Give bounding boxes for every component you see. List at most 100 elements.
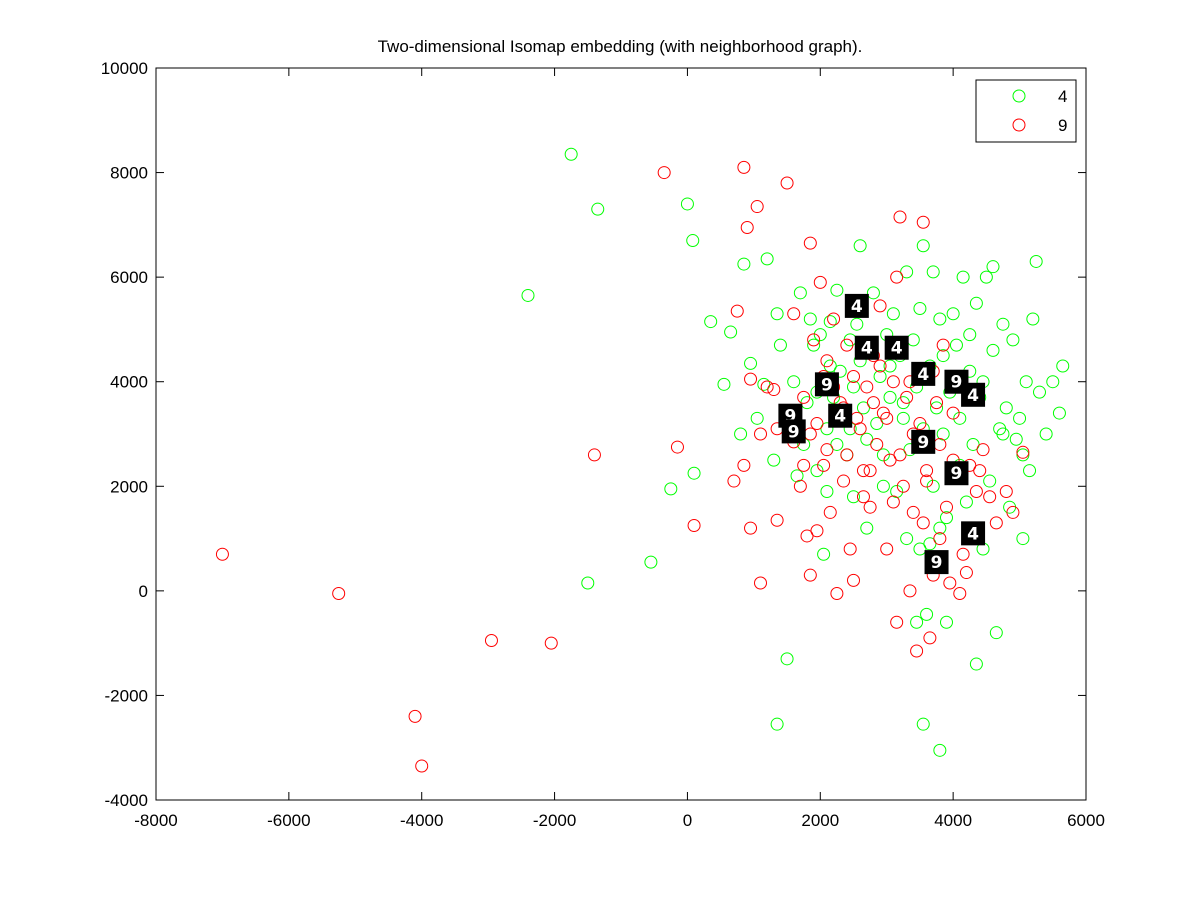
data-point-4 <box>870 417 884 431</box>
data-point-9 <box>886 375 900 389</box>
data-point-4 <box>810 464 824 478</box>
data-point-9 <box>587 448 601 462</box>
data-point-9 <box>813 275 827 289</box>
data-point-4 <box>936 349 950 363</box>
data-point-4 <box>933 312 947 326</box>
data-point-9 <box>837 474 851 488</box>
data-point-4 <box>724 325 738 339</box>
thumbnail-background <box>781 419 806 444</box>
axes-box <box>155 67 1087 801</box>
data-point-9 <box>737 458 751 472</box>
legend-marker-series-9 <box>1012 118 1026 132</box>
data-point-9 <box>880 411 894 425</box>
data-point-4 <box>591 202 605 216</box>
x-tick-label: -8000 <box>134 811 177 830</box>
data-point-9 <box>920 474 934 488</box>
thumbnail-digit: 4 <box>834 407 846 427</box>
thumbnail-background <box>814 372 839 397</box>
data-point-4 <box>896 411 910 425</box>
data-point-9 <box>840 338 854 352</box>
data-point-9 <box>956 547 970 561</box>
thumbnail-background <box>961 521 986 546</box>
data-point-9 <box>830 586 844 600</box>
x-tick-label: 6000 <box>1067 811 1105 830</box>
data-point-9 <box>807 333 821 347</box>
thumbnail-background <box>961 382 986 407</box>
data-point-9 <box>856 464 870 478</box>
digit-thumbnail: 4 <box>828 403 853 428</box>
data-point-9 <box>760 380 774 394</box>
data-point-4 <box>850 317 864 331</box>
data-point-4 <box>820 422 834 436</box>
data-point-4 <box>900 265 914 279</box>
x-axis: -8000 -6000 -4000 -2000 0 2000 4000 6000 <box>134 68 1105 830</box>
thumbnail-digit: 9 <box>917 433 929 453</box>
data-point-9 <box>754 427 767 441</box>
y-tick-label: 4000 <box>110 373 148 392</box>
legend: 4 9 <box>975 79 1077 143</box>
data-point-4 <box>793 286 807 300</box>
series-9 <box>215 160 1030 773</box>
data-point-4 <box>979 270 993 284</box>
data-point-4 <box>876 479 890 493</box>
data-point-9 <box>903 584 917 598</box>
data-point-9 <box>923 631 937 645</box>
digit-thumbnail: 9 <box>911 429 936 454</box>
data-point-9 <box>920 464 934 478</box>
data-point-4 <box>734 427 748 441</box>
data-point-9 <box>797 458 811 472</box>
data-point-9 <box>999 485 1013 499</box>
data-point-9 <box>893 448 907 462</box>
data-point-9 <box>873 359 887 373</box>
data-point-9 <box>973 464 987 478</box>
data-point-4 <box>807 338 821 352</box>
data-point-9 <box>886 495 900 509</box>
data-point-9 <box>820 443 834 457</box>
data-point-4 <box>986 343 1000 357</box>
thumbnail-background <box>911 429 936 454</box>
data-point-4 <box>986 260 1000 274</box>
data-point-9 <box>860 380 874 394</box>
data-point-4 <box>1052 406 1066 420</box>
data-point-4 <box>989 626 1003 640</box>
y-tick-label: 10000 <box>101 59 148 78</box>
data-point-4 <box>876 448 890 462</box>
thumbnail-background <box>911 361 936 386</box>
data-point-9 <box>913 417 927 431</box>
data-point-9 <box>983 490 997 504</box>
data-point-4 <box>933 743 947 757</box>
data-point-4 <box>787 375 801 389</box>
data-point-9 <box>916 516 930 530</box>
thumbnail-digit: 9 <box>784 407 796 427</box>
data-point-4 <box>900 532 914 546</box>
data-point-9 <box>847 573 860 587</box>
legend-box <box>975 79 1077 143</box>
thumbnail-digit: 9 <box>951 464 963 484</box>
y-tick-label: 8000 <box>110 164 148 183</box>
data-point-4 <box>913 542 927 556</box>
data-point-9 <box>976 443 990 457</box>
thumbnail-background <box>854 335 879 360</box>
data-point-9 <box>893 210 907 224</box>
data-point-9 <box>767 383 781 397</box>
data-point-4 <box>767 453 781 467</box>
digit-thumbnail: 9 <box>814 372 839 397</box>
data-point-9 <box>750 200 764 214</box>
plot-area <box>215 147 1070 773</box>
data-point-4 <box>996 427 1010 441</box>
data-point-9 <box>827 312 841 326</box>
data-point-4 <box>856 401 870 415</box>
data-point-4 <box>1029 254 1043 268</box>
data-point-9 <box>853 422 867 436</box>
thumbnail-background <box>884 335 909 360</box>
data-point-4 <box>873 369 887 383</box>
data-point-4 <box>963 328 977 342</box>
data-point-9 <box>843 542 857 556</box>
data-point-9 <box>737 160 751 174</box>
x-tick-label: 4000 <box>934 811 972 830</box>
data-point-9 <box>803 568 817 582</box>
data-point-9 <box>873 299 887 313</box>
data-point-9 <box>408 709 422 723</box>
